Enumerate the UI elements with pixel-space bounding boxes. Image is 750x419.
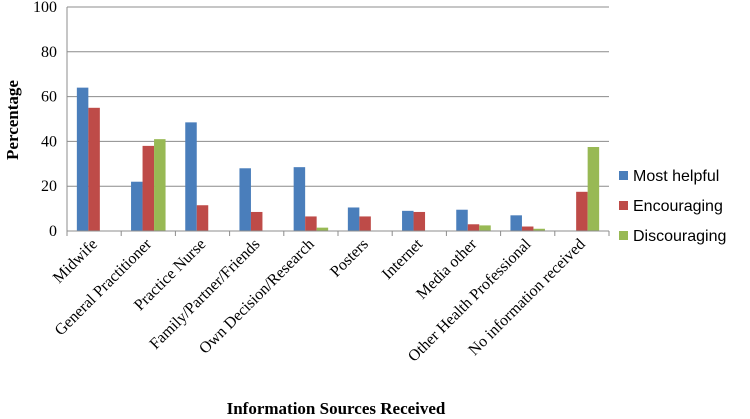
legend-swatch — [619, 231, 628, 240]
bar — [305, 216, 317, 231]
bar — [316, 227, 329, 231]
bar — [402, 210, 414, 231]
bar — [576, 191, 588, 231]
x-tick-label: Posters — [327, 236, 372, 281]
bar — [196, 205, 209, 231]
bar — [250, 211, 263, 231]
bar — [521, 226, 534, 231]
bar — [76, 87, 89, 231]
y-tick-label: 40 — [41, 133, 57, 150]
bar — [467, 224, 480, 231]
bar — [359, 216, 371, 231]
legend-swatch — [619, 201, 628, 210]
y-tick-label: 0 — [49, 223, 57, 240]
bar — [456, 209, 468, 231]
bar — [131, 181, 143, 231]
x-tick-label: General Practitioner — [52, 235, 156, 339]
y-tick-labels: 0 20 40 60 80 100 — [33, 0, 57, 240]
legend-label: Discouraging — [633, 228, 726, 245]
bar — [587, 147, 600, 231]
bar — [413, 211, 426, 231]
axes — [66, 7, 610, 236]
bar — [510, 215, 522, 231]
bar — [142, 145, 155, 231]
bar — [154, 139, 166, 231]
y-tick-label: 80 — [41, 44, 57, 61]
y-tick-label: 20 — [41, 178, 57, 195]
y-tick-label: 100 — [33, 0, 57, 16]
bar — [239, 168, 251, 231]
x-axis-title: Information Sources Received — [227, 399, 446, 418]
x-tick-label: Internet — [379, 235, 427, 283]
bar — [479, 225, 491, 231]
legend-swatch — [619, 171, 628, 180]
y-axis-title: Percentage — [3, 80, 22, 160]
bars — [76, 87, 600, 231]
bar — [533, 228, 545, 231]
y-tick-label: 60 — [41, 89, 57, 106]
legend: Most helpful Encouraging Discouraging — [619, 168, 726, 245]
x-tick-label: Midwife — [50, 236, 101, 287]
bar — [293, 167, 306, 231]
bar — [347, 207, 360, 231]
legend-label: Encouraging — [633, 198, 723, 215]
bar — [185, 122, 197, 231]
bar — [88, 107, 100, 231]
legend-label: Most helpful — [633, 168, 719, 185]
